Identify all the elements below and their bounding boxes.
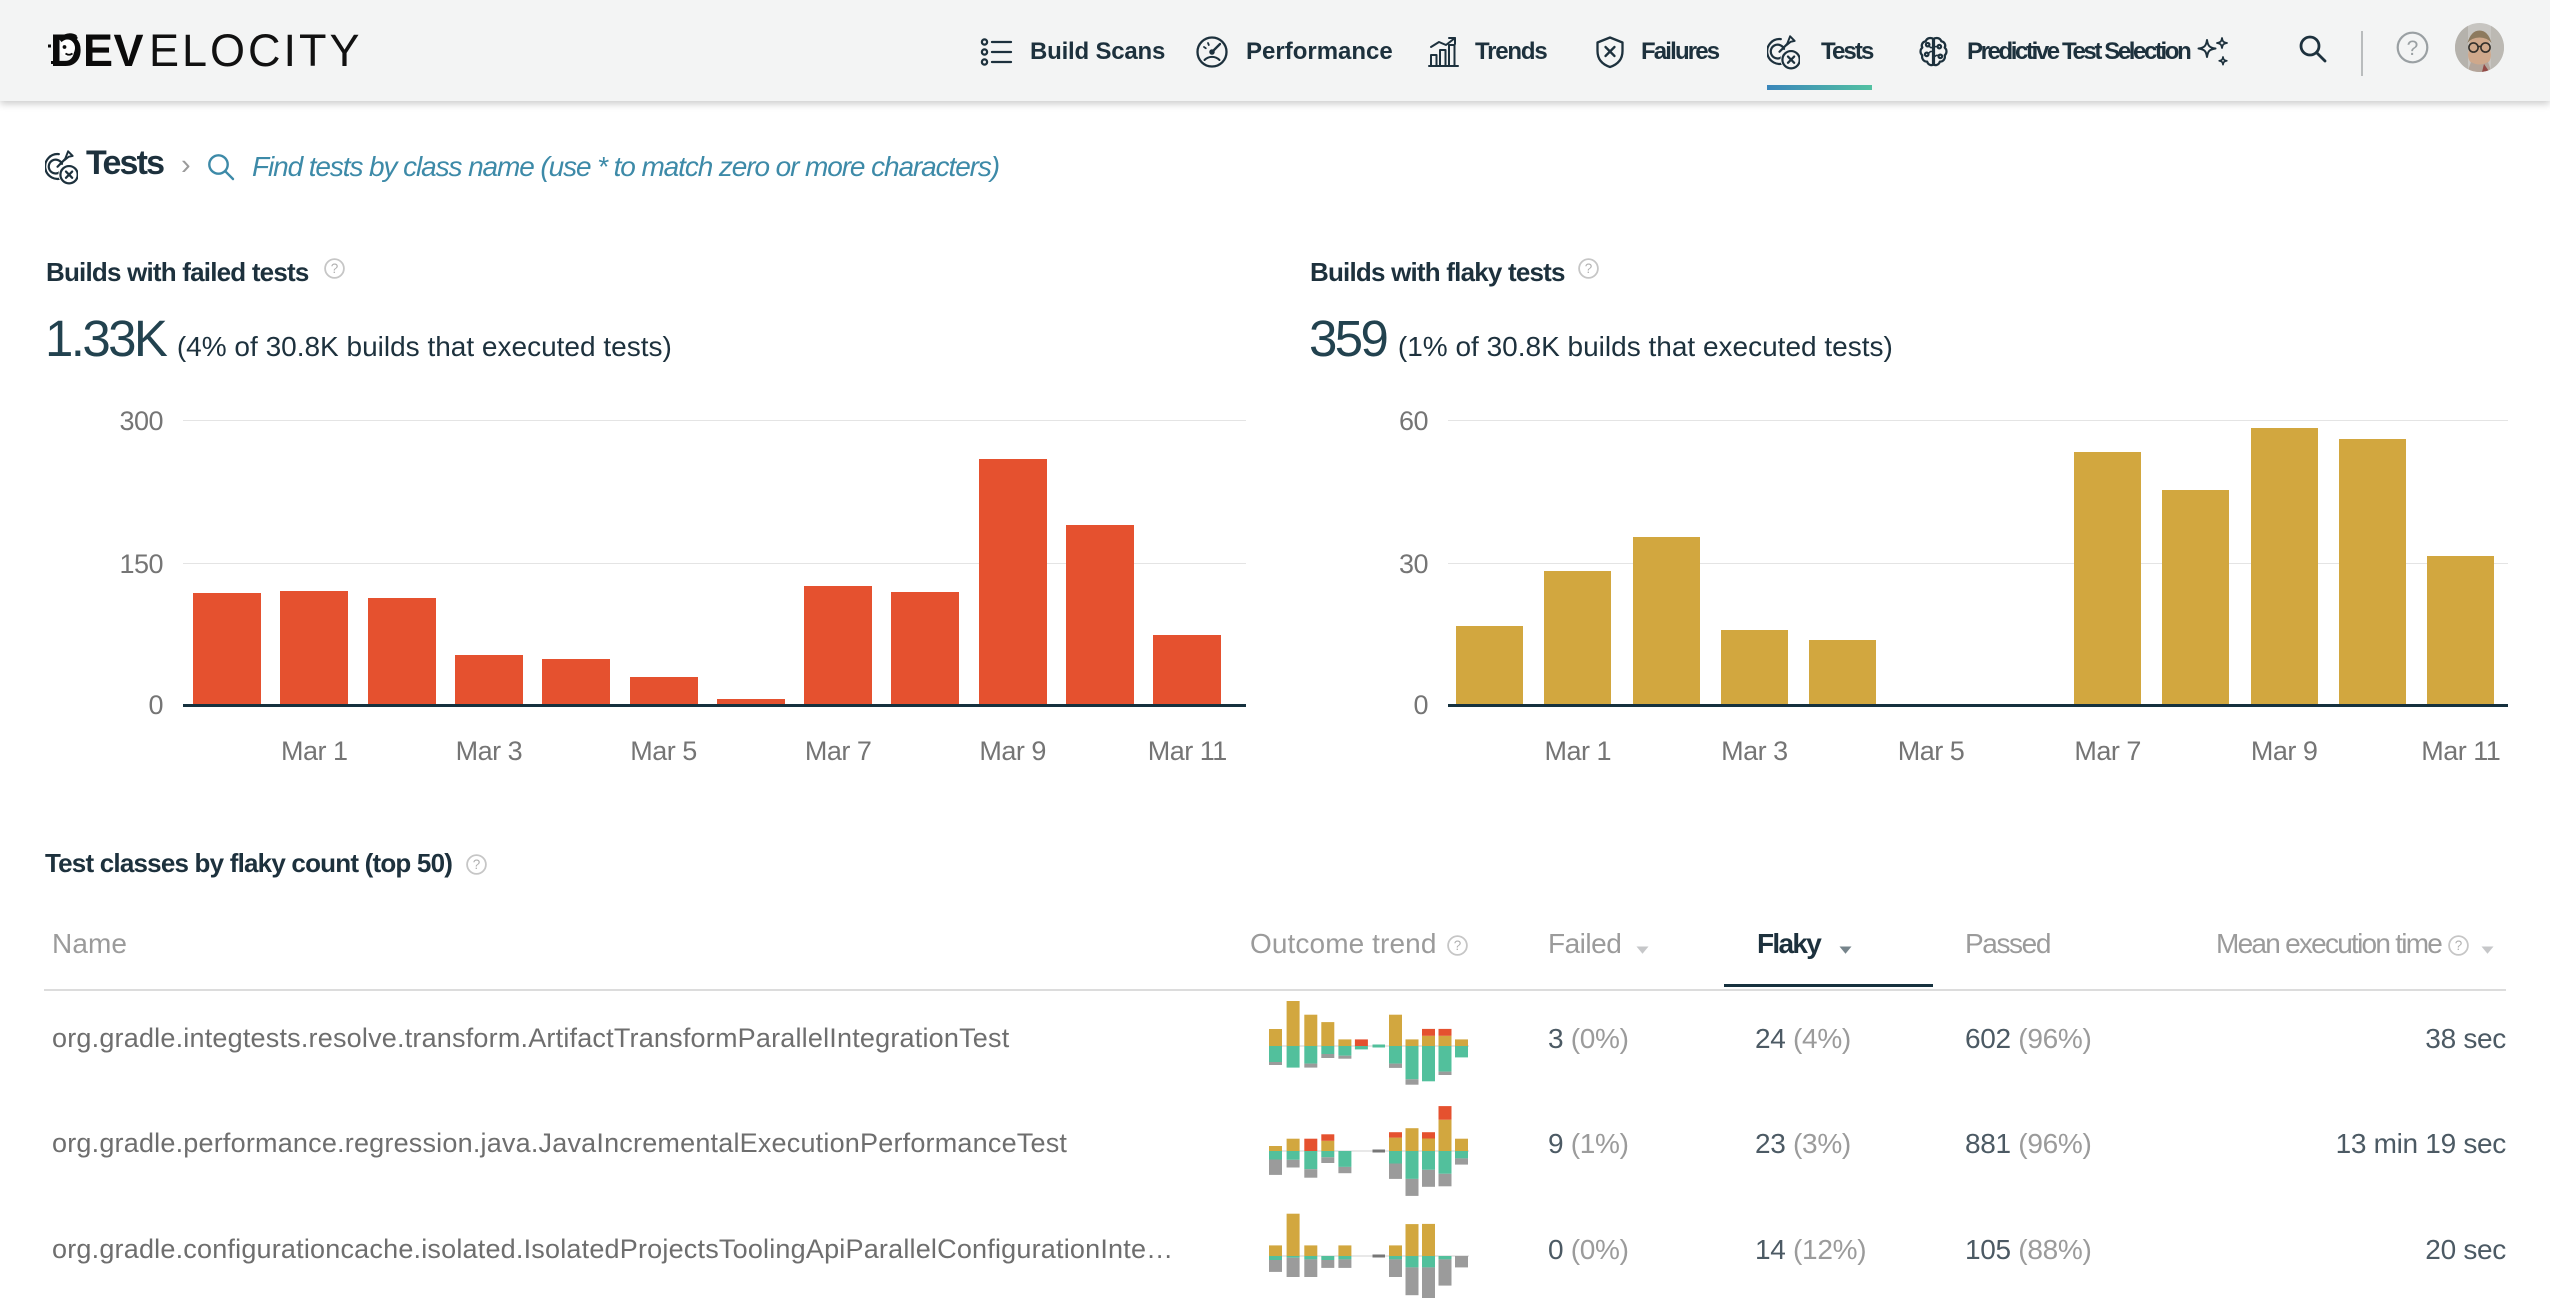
svg-text:?: ? bbox=[330, 261, 338, 276]
svg-text:?: ? bbox=[2454, 938, 2462, 953]
svg-text:?: ? bbox=[472, 857, 480, 872]
svg-text:ELOCITY: ELOCITY bbox=[149, 25, 363, 76]
svg-text:?: ? bbox=[1453, 938, 1461, 953]
svg-text:?: ? bbox=[2407, 37, 2419, 60]
svg-text:?: ? bbox=[1584, 261, 1592, 276]
